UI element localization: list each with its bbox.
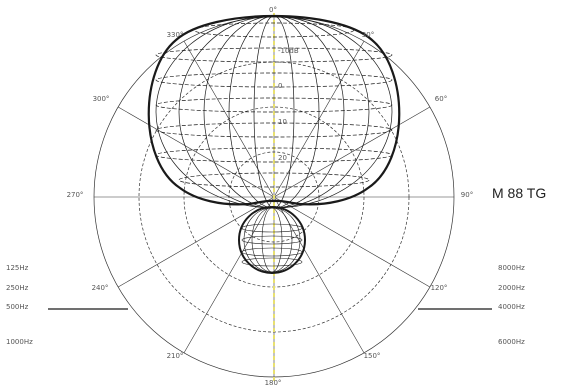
front-lobe-latitude <box>155 122 393 138</box>
rear-lobe-meridian <box>261 207 283 273</box>
freq-label-right: 6000Hz <box>498 338 525 346</box>
rear-lobe-latitude <box>241 235 303 245</box>
grid-spoke <box>117 196 275 288</box>
front-lobe-latitude <box>155 147 393 163</box>
angle-label: 0° <box>269 6 277 14</box>
db-scale-label: 0 <box>278 82 282 90</box>
freq-label-right: 2000Hz <box>498 284 525 292</box>
angle-label: 120° <box>431 284 448 292</box>
db-scale-label: 20 <box>278 154 287 162</box>
grid-spoke <box>273 106 431 198</box>
angle-label: 90° <box>461 191 473 199</box>
db-scale-label: -10dB <box>278 47 299 55</box>
angle-label: 300° <box>93 95 110 103</box>
diagram-labels: 0° 30° 60° 90° 120° 150° 180° 210° 240° 270° 300° 3… <box>6 6 525 387</box>
angle-label: 150° <box>364 352 381 360</box>
angle-label: 270° <box>67 191 84 199</box>
angle-label: 210° <box>167 352 184 360</box>
rear-lobe-latitude <box>241 223 303 233</box>
angle-label: 180° <box>265 379 282 387</box>
db-scale-label: 10 <box>278 118 287 126</box>
rear-lobe-latitude <box>241 247 303 257</box>
freq-label-left: 250Hz <box>6 284 29 292</box>
rear-lobe-outline <box>238 206 306 274</box>
angle-label: 240° <box>92 284 109 292</box>
polar-grid <box>93 13 455 381</box>
freq-label-right: 4000Hz <box>498 303 525 311</box>
freq-label-right: 8000Hz <box>498 264 525 272</box>
grid-spoke <box>273 196 431 288</box>
rear-lobe-meridian <box>243 207 301 273</box>
freq-label-left: 1000Hz <box>6 338 33 346</box>
grid-spoke <box>183 196 275 354</box>
freq-label-left: 500Hz <box>6 303 29 311</box>
angle-label: 60° <box>435 95 447 103</box>
front-lobe-latitude <box>178 172 370 188</box>
model-label: M 88 TG <box>492 185 547 201</box>
front-lobe-latitude <box>193 22 355 38</box>
rear-lobe-meridian <box>251 207 293 273</box>
grid-spoke <box>117 106 275 198</box>
angle-label: 330° <box>167 31 184 39</box>
angle-label: 30° <box>362 31 374 39</box>
front-lobe-latitude <box>155 72 393 88</box>
freq-label-left: 125Hz <box>6 264 29 272</box>
rear-lobe <box>238 206 306 274</box>
front-lobe-latitude <box>155 47 393 63</box>
rear-lobe-latitude <box>241 257 303 267</box>
